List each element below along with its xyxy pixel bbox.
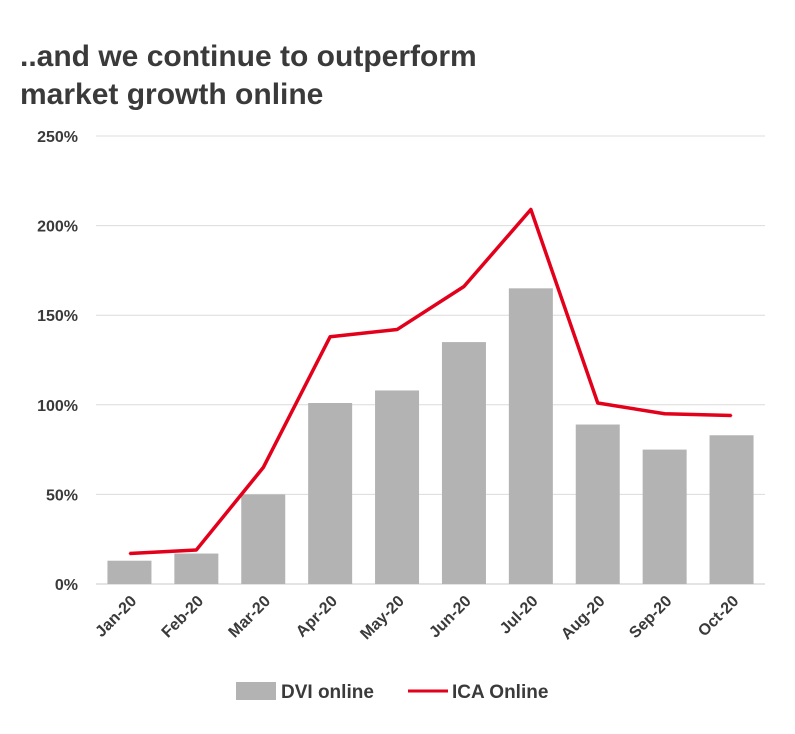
y-tick-label: 50% (46, 487, 78, 504)
bar (441, 342, 486, 584)
x-tick-label: Sep-20 (626, 593, 675, 642)
bar (241, 494, 286, 584)
x-axis: Jan-20 Feb-20 Mar-20 Apr-20 May-20 Jun-20 Jul-… (92, 593, 742, 643)
bar (375, 390, 420, 584)
line-point (530, 208, 532, 211)
bar (174, 553, 219, 584)
line-point (128, 552, 131, 555)
line-point (730, 414, 733, 417)
bar (575, 424, 620, 584)
chart-title: ..and we continue to outperform market g… (20, 38, 477, 114)
line-point (195, 549, 198, 551)
chart-title-line-2: market growth online (20, 78, 324, 111)
bar (508, 288, 553, 584)
y-tick-label: 250% (37, 129, 78, 146)
x-tick-label: Feb-20 (159, 593, 208, 642)
line-point (262, 466, 265, 469)
line-series (128, 207, 733, 556)
x-tick-label: May-20 (357, 593, 407, 643)
y-axis: 0% 50% 100% 150% 200% 250% (37, 129, 78, 594)
x-tick-label: Jul-20 (497, 593, 542, 638)
bar (642, 449, 687, 584)
line-point (663, 412, 666, 415)
bar (107, 560, 152, 584)
bar (709, 435, 754, 584)
legend-label-bar: DVI online (281, 682, 374, 703)
line-path (129, 207, 732, 556)
line-point (596, 402, 599, 404)
line-point (329, 335, 331, 338)
legend: DVI online ICA Online (236, 682, 548, 703)
x-tick-label: Jun-20 (426, 593, 475, 642)
x-tick-label: Mar-20 (226, 593, 275, 642)
x-tick-label: Jan-20 (92, 593, 140, 641)
x-tick-label: Apr-20 (293, 593, 341, 641)
y-tick-label: 150% (37, 308, 78, 325)
legend-swatch-bar (236, 682, 276, 700)
legend-label-line: ICA Online (452, 682, 548, 703)
x-tick-label: Aug-20 (558, 593, 608, 643)
line-point (463, 285, 465, 288)
bar-series (107, 288, 754, 584)
x-tick-label: Oct-20 (695, 593, 742, 640)
bar (308, 403, 353, 584)
y-tick-label: 200% (37, 219, 78, 236)
chart-title-line-1: ..and we continue to outperform (20, 40, 477, 73)
y-tick-label: 100% (37, 398, 78, 415)
line-point (396, 328, 398, 331)
y-tick-label: 0% (55, 577, 78, 594)
